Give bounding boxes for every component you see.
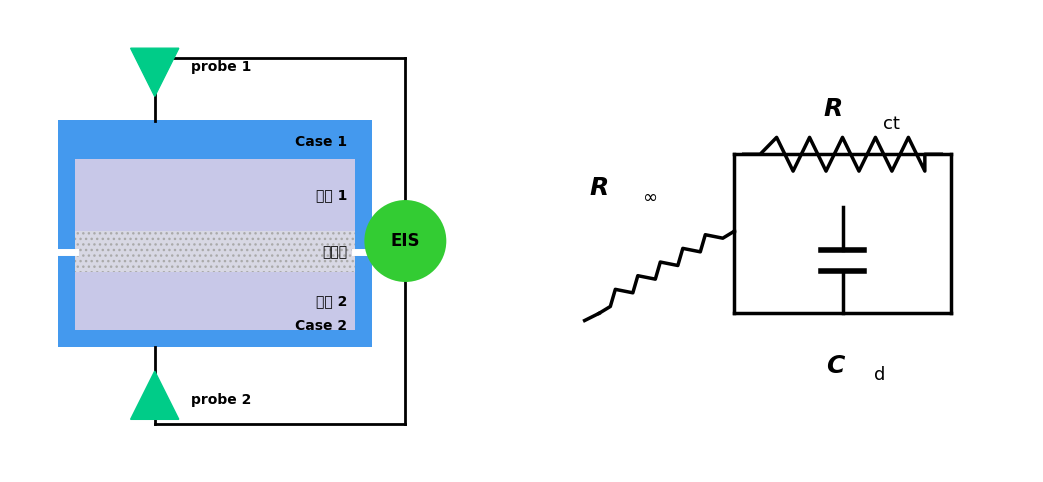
Text: R: R xyxy=(823,96,843,120)
Polygon shape xyxy=(130,371,178,419)
Bar xyxy=(75,272,355,330)
Circle shape xyxy=(364,200,446,282)
Text: 분리막: 분리막 xyxy=(322,245,347,259)
Text: 전극 1: 전극 1 xyxy=(316,188,347,202)
Bar xyxy=(75,159,355,231)
Text: probe 1: probe 1 xyxy=(191,60,251,75)
Text: EIS: EIS xyxy=(390,232,420,250)
Text: ct: ct xyxy=(883,115,900,133)
Text: ∞: ∞ xyxy=(642,188,657,207)
Text: Case 1: Case 1 xyxy=(295,135,347,149)
Text: C: C xyxy=(826,354,845,378)
Polygon shape xyxy=(130,48,178,96)
Text: R: R xyxy=(589,176,609,200)
Bar xyxy=(75,231,355,272)
Text: 전극 2: 전극 2 xyxy=(316,294,347,308)
Text: probe 2: probe 2 xyxy=(191,393,251,407)
Bar xyxy=(58,120,371,347)
Text: Case 2: Case 2 xyxy=(295,319,347,333)
Text: d: d xyxy=(874,366,886,384)
Bar xyxy=(75,231,355,272)
